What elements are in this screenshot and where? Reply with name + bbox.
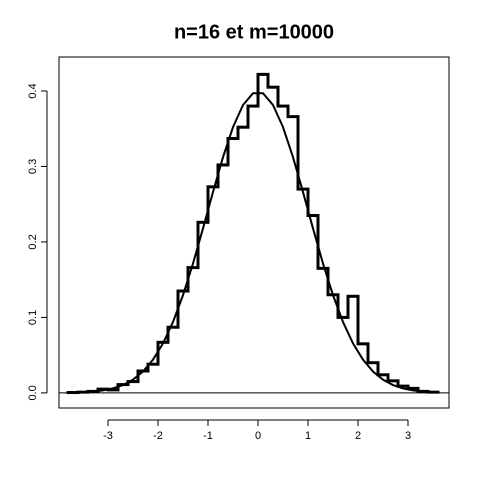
x-tick-label: -2 bbox=[153, 430, 163, 442]
y-tick-label: 0.3 bbox=[27, 159, 39, 174]
chart-title: n=16 et m=10000 bbox=[174, 21, 334, 43]
x-tick-label: -1 bbox=[203, 430, 213, 442]
x-tick-label: 3 bbox=[405, 430, 411, 442]
density-curve bbox=[72, 92, 434, 394]
plot-box bbox=[58, 56, 450, 409]
x-tick-label: -3 bbox=[103, 430, 113, 442]
y-tick-label: 0.1 bbox=[27, 310, 39, 325]
y-tick-label: 0.2 bbox=[27, 234, 39, 249]
y-tick-label: 0.4 bbox=[27, 83, 39, 98]
x-tick-label: 2 bbox=[355, 430, 361, 442]
x-tick-label: 1 bbox=[305, 430, 311, 442]
x-tick-label: 0 bbox=[255, 430, 261, 442]
y-tick-label: 0.0 bbox=[27, 385, 39, 400]
